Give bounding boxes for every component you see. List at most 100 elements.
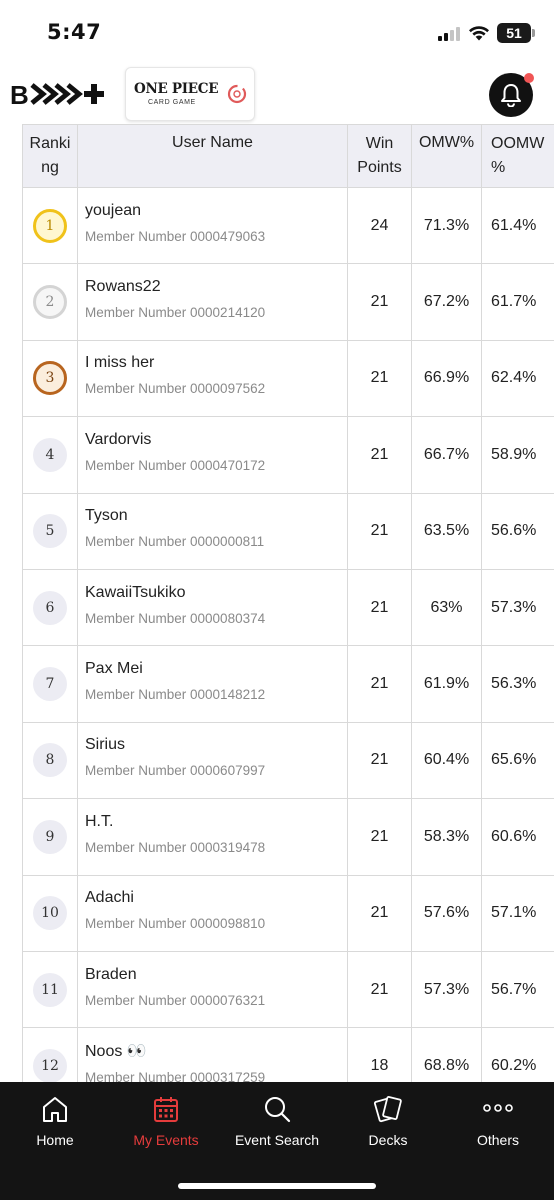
omw-cell: 66.7% [411, 416, 482, 494]
user-name[interactable]: Adachi [85, 889, 134, 907]
rank-cell: 11 [22, 950, 78, 1029]
status-bar: 5:47 51 [0, 0, 554, 62]
user-name[interactable]: H.T. [85, 812, 114, 830]
table-row[interactable]: 9 H.T. Member Number 0000319478 21 58.3% 60.6… [22, 798, 554, 876]
member-number: Member Number 0000148212 [85, 687, 266, 703]
user-name[interactable]: I miss her [85, 354, 155, 372]
user-name[interactable]: Braden [85, 965, 137, 983]
user-name[interactable]: youjean [85, 201, 142, 219]
calendar-icon [111, 1094, 221, 1126]
oomw-cell: 58.9% [481, 416, 554, 494]
nav-label: Others [476, 1132, 519, 1148]
nav-my-events[interactable]: My Events [111, 1082, 221, 1162]
rank-badge: 4 [33, 437, 67, 472]
table-row[interactable]: 11 Braden Member Number 0000076321 21 57.3% 5… [22, 950, 554, 1029]
notification-badge [524, 73, 534, 83]
user-cell: Pax Mei Member Number 0000148212 [77, 645, 348, 723]
member-number: Member Number 0000080374 [85, 610, 266, 626]
home-indicator[interactable] [178, 1183, 376, 1189]
oomw-cell: 60.2% [481, 1027, 554, 1082]
table-row[interactable]: 6 KawaiiTsukiko Member Number 0000080374 21… [22, 568, 554, 647]
oomw-cell: 56.6% [481, 492, 554, 570]
nav-others[interactable]: Others [443, 1082, 553, 1162]
rank-badge: 9 [33, 819, 67, 854]
nav-home[interactable]: Home [0, 1082, 110, 1162]
game-logo-subtitle: CARD GAME [148, 99, 196, 106]
table-row[interactable]: 4 Vardorvis Member Number 0000470172 21 66.7… [22, 416, 554, 494]
user-name[interactable]: Pax Mei [85, 660, 143, 678]
oomw-cell: 61.4% [481, 186, 554, 265]
table-row[interactable]: 10 Adachi Member Number 0000098810 21 57.6% 5… [22, 874, 554, 952]
user-name[interactable]: Tyson [85, 507, 128, 525]
member-number: Member Number 0000317259 [85, 1069, 266, 1082]
rank-badge: 3 [33, 361, 67, 396]
game-logo-title: ONE PIECE [134, 81, 219, 97]
user-cell: Tyson Member Number 0000000811 [77, 492, 348, 570]
rank-badge: 7 [33, 667, 67, 702]
table-row[interactable]: 5 Tyson Member Number 0000000811 21 63.5% 56.… [22, 492, 554, 570]
omw-cell: 67.2% [411, 263, 482, 341]
user-cell: H.T. Member Number 0000319478 [77, 798, 348, 876]
user-cell: Sirius Member Number 0000607997 [77, 721, 348, 800]
member-number: Member Number 0000098810 [85, 916, 266, 932]
table-row[interactable]: 1 youjean Member Number 0000479063 24 71.3% 6… [22, 186, 554, 265]
user-name[interactable]: Noos 👀 [85, 1042, 147, 1060]
win-points-cell: 21 [347, 798, 412, 876]
oomw-cell: 57.1% [481, 874, 554, 952]
omw-cell: 68.8% [411, 1027, 482, 1082]
table-row[interactable]: 12 Noos 👀 Member Number 0000317259 18 68.8% 6… [22, 1027, 554, 1082]
user-name[interactable]: Rowans22 [85, 278, 161, 296]
column-header-oomw: OOMW % [481, 124, 554, 188]
table-row[interactable]: 7 Pax Mei Member Number 0000148212 21 61.9% 5… [22, 645, 554, 723]
column-header-win-points: Win Points [347, 124, 412, 188]
rank-cell: 7 [22, 645, 78, 723]
rank-badge: 10 [33, 896, 67, 931]
omw-cell: 66.9% [411, 339, 482, 418]
omw-cell: 63% [411, 568, 482, 647]
member-number: Member Number 0000076321 [85, 992, 266, 1008]
omw-cell: 57.3% [411, 950, 482, 1029]
cellular-signal-icon [438, 26, 462, 41]
rank-cell: 1 [22, 186, 78, 265]
win-points-cell: 24 [347, 186, 412, 265]
user-name[interactable]: KawaiiTsukiko [85, 583, 186, 601]
wifi-icon [469, 26, 489, 41]
omw-cell: 58.3% [411, 798, 482, 876]
rank-badge: 11 [33, 972, 67, 1007]
rank-cell: 10 [22, 874, 78, 952]
user-name[interactable]: Vardorvis [85, 430, 152, 448]
rank-badge: 6 [33, 590, 67, 625]
one-piece-card-game-logo[interactable]: ONE PIECE CARD GAME [125, 67, 255, 121]
win-points-cell: 21 [347, 950, 412, 1029]
ranking-table-container[interactable]: Ranki ng User Name Win Points OMW% OOMW … [0, 124, 554, 1082]
member-number: Member Number 0000470172 [85, 457, 266, 473]
user-cell: Adachi Member Number 0000098810 [77, 874, 348, 952]
nav-label: Event Search [234, 1132, 320, 1148]
table-row[interactable]: 2 Rowans22 Member Number 0000214120 21 67.2%… [22, 263, 554, 341]
table-row[interactable]: 3 I miss her Member Number 0000097562 21 66.… [22, 339, 554, 418]
oomw-cell: 65.6% [481, 721, 554, 800]
nav-label: Decks [368, 1132, 408, 1148]
member-number: Member Number 0000214120 [85, 305, 266, 321]
bcg-plus-logo[interactable]: B [10, 79, 106, 109]
table-row[interactable]: 8 Sirius Member Number 0000607997 21 60.4% 65… [22, 721, 554, 800]
rank-cell: 8 [22, 721, 78, 800]
column-header-ranking: Ranki ng [22, 124, 78, 188]
omw-cell: 60.4% [411, 721, 482, 800]
rank-badge: 5 [33, 514, 67, 549]
rank-badge: 2 [33, 285, 67, 320]
win-points-cell: 21 [347, 645, 412, 723]
svg-text:B: B [10, 80, 29, 109]
rank-cell: 4 [22, 416, 78, 494]
nav-event-search[interactable]: Event Search [222, 1082, 332, 1162]
nav-decks[interactable]: Decks [333, 1082, 443, 1162]
cards-icon [333, 1094, 443, 1126]
rank-cell: 3 [22, 339, 78, 418]
win-points-cell: 21 [347, 721, 412, 800]
omw-cell: 57.6% [411, 874, 482, 952]
win-points-cell: 21 [347, 874, 412, 952]
oomw-cell: 56.3% [481, 645, 554, 723]
user-name[interactable]: Sirius [85, 736, 126, 754]
battery-icon: 51 [497, 23, 535, 43]
notification-button[interactable] [489, 73, 534, 117]
